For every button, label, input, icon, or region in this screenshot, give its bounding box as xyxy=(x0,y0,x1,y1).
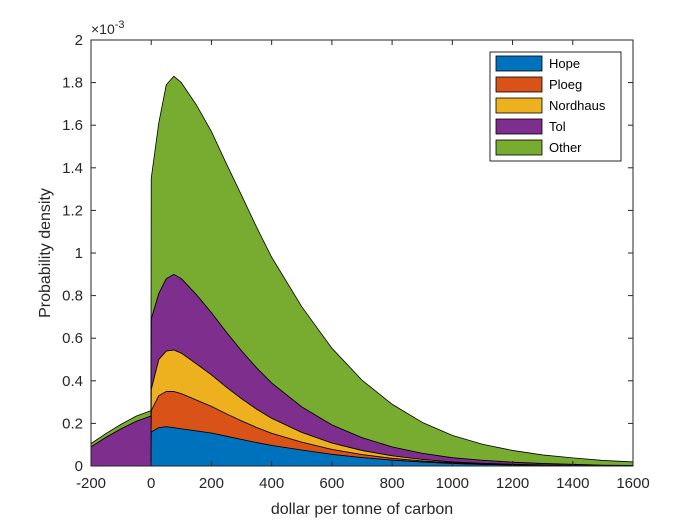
y-axis-multiplier-base: ×10 xyxy=(91,21,115,37)
y-tick-label: 1.8 xyxy=(62,75,83,92)
y-tick-label: 1.2 xyxy=(62,202,83,219)
legend-swatch-other xyxy=(495,139,543,156)
legend-label-tol: Tol xyxy=(549,119,566,134)
legend-label-ploeg: Ploeg xyxy=(549,77,582,92)
y-tick-label: 0.2 xyxy=(62,415,83,432)
y-tick-label: 1.4 xyxy=(62,160,83,177)
axes-group: -200 0 200 400 600 800 1000 1200 1400 160000.20.4… xyxy=(62,32,650,492)
x-tick-label: 800 xyxy=(380,475,405,492)
legend-swatch-nordhaus xyxy=(495,97,543,114)
x-tick-label: 1400 xyxy=(556,475,589,492)
legend-label-other: Other xyxy=(549,140,582,155)
legend-label-hope: Hope xyxy=(549,56,580,71)
y-tick-label: 1.6 xyxy=(62,117,83,134)
y-tick-label: 0.4 xyxy=(62,373,83,390)
x-tick-label: 0 xyxy=(147,475,155,492)
x-tick-label: 1000 xyxy=(436,475,469,492)
legend-swatch-ploeg xyxy=(495,76,543,93)
y-tick-label: 0 xyxy=(75,458,83,475)
y-axis-multiplier: ×10-3 xyxy=(91,19,125,37)
x-tick-label: 600 xyxy=(319,475,344,492)
x-axis-title: dollar per tonne of carbon xyxy=(271,501,453,518)
legend-label-nordhaus: Nordhaus xyxy=(549,98,606,113)
x-tick-label: 400 xyxy=(259,475,284,492)
y-axis-multiplier-exponent: -3 xyxy=(115,19,125,31)
y-tick-label: 0.8 xyxy=(62,288,83,305)
legend: Hope Ploeg Nordhaus Tol Other xyxy=(489,51,622,162)
y-axis-title: Probability density xyxy=(37,188,54,318)
x-tick-label: -200 xyxy=(76,475,106,492)
x-tick-label: 1600 xyxy=(616,475,649,492)
legend-swatch-hope xyxy=(495,55,543,72)
x-tick-label: 200 xyxy=(199,475,224,492)
legend-swatch-tol xyxy=(495,118,543,135)
x-tick-label: 1200 xyxy=(496,475,529,492)
y-tick-label: 2 xyxy=(75,32,83,49)
y-tick-label: 0.6 xyxy=(62,330,83,347)
y-tick-label: 1 xyxy=(75,245,83,262)
